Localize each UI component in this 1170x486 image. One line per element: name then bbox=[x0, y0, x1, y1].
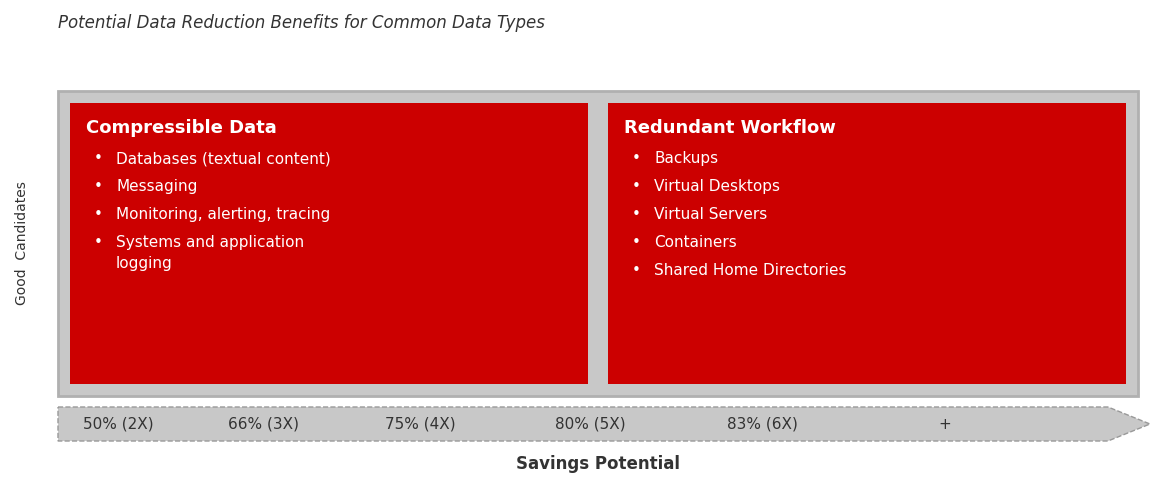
Bar bbox=[608, 103, 1126, 384]
Text: Good  Candidates: Good Candidates bbox=[15, 182, 29, 305]
Text: Savings Potential: Savings Potential bbox=[516, 455, 680, 473]
Text: Backups: Backups bbox=[654, 151, 718, 166]
Text: •: • bbox=[94, 235, 103, 250]
Text: •: • bbox=[94, 207, 103, 222]
Bar bbox=[58, 91, 1138, 396]
Text: Virtual Servers: Virtual Servers bbox=[654, 207, 768, 222]
Text: Systems and application
logging: Systems and application logging bbox=[116, 235, 304, 271]
Text: •: • bbox=[632, 151, 641, 166]
Text: 80% (5X): 80% (5X) bbox=[555, 417, 625, 432]
Text: 50% (2X): 50% (2X) bbox=[83, 417, 153, 432]
Text: 83% (6X): 83% (6X) bbox=[727, 417, 798, 432]
Text: Potential Data Reduction Benefits for Common Data Types: Potential Data Reduction Benefits for Co… bbox=[58, 14, 545, 32]
Text: 66% (3X): 66% (3X) bbox=[227, 417, 298, 432]
Bar bbox=[70, 103, 589, 384]
Text: Compressible Data: Compressible Data bbox=[87, 119, 277, 137]
Text: Messaging: Messaging bbox=[116, 179, 198, 194]
Text: •: • bbox=[94, 179, 103, 194]
Text: Redundant Workflow: Redundant Workflow bbox=[624, 119, 835, 137]
Text: •: • bbox=[632, 179, 641, 194]
Text: Databases (textual content): Databases (textual content) bbox=[116, 151, 331, 166]
Text: Monitoring, alerting, tracing: Monitoring, alerting, tracing bbox=[116, 207, 330, 222]
Text: Shared Home Directories: Shared Home Directories bbox=[654, 263, 847, 278]
Text: •: • bbox=[632, 207, 641, 222]
Polygon shape bbox=[58, 407, 1150, 441]
Text: •: • bbox=[94, 151, 103, 166]
Text: •: • bbox=[632, 235, 641, 250]
Text: •: • bbox=[632, 263, 641, 278]
Text: 75% (4X): 75% (4X) bbox=[385, 417, 455, 432]
Text: +: + bbox=[938, 417, 951, 432]
Text: Virtual Desktops: Virtual Desktops bbox=[654, 179, 780, 194]
Text: Containers: Containers bbox=[654, 235, 737, 250]
